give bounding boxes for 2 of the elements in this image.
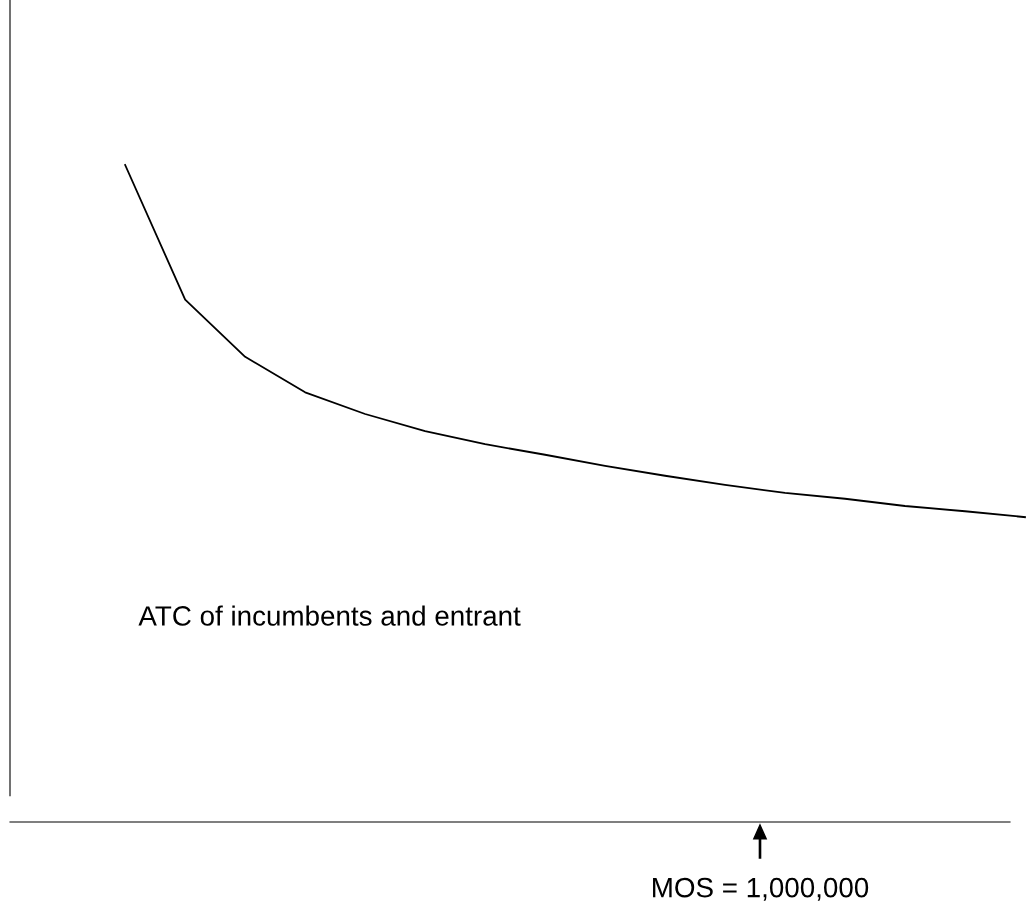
text: MOS = 1,000,000 <box>653 877 869 901</box>
text: ATC of incumbents and entrant <box>138 605 521 626</box>
